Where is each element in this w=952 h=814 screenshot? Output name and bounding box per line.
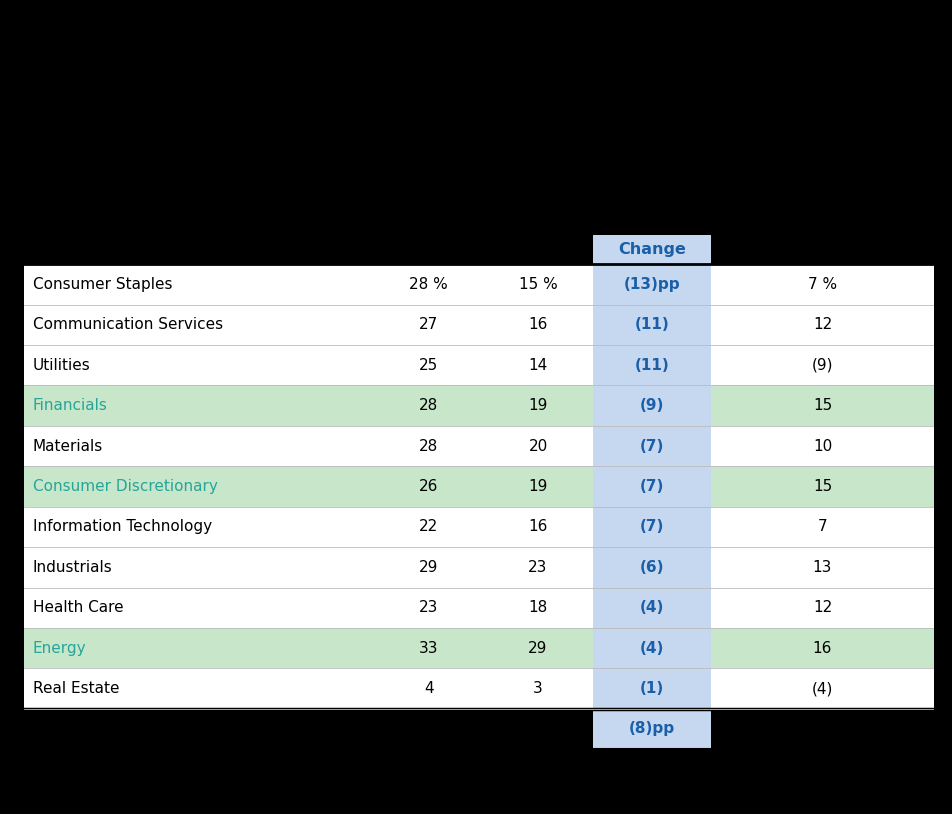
Text: 13: 13 (812, 560, 831, 575)
Text: TCJA: TCJA (407, 243, 449, 257)
Bar (24, 385, 933, 426)
Text: 15: 15 (812, 398, 831, 413)
Text: Communication Services: Communication Services (33, 317, 223, 332)
Text: (4): (4) (639, 641, 664, 655)
Bar (592, 668, 710, 709)
Text: (13)pp: (13)pp (623, 277, 680, 292)
Text: 16: 16 (812, 641, 831, 655)
Text: 26 %: 26 % (407, 721, 449, 737)
Text: Before: Before (398, 227, 458, 243)
Text: Information Technology: Information Technology (33, 519, 212, 534)
Text: 20: 20 (527, 439, 547, 453)
Text: Financials: Financials (33, 398, 108, 413)
Bar (592, 304, 710, 345)
Text: 19: 19 (527, 479, 547, 494)
Text: 29: 29 (527, 641, 547, 655)
Text: 22: 22 (419, 519, 438, 534)
Text: 15: 15 (812, 479, 831, 494)
Text: 23: 23 (527, 560, 547, 575)
Bar (592, 426, 710, 466)
Bar (592, 466, 710, 506)
Bar (592, 588, 710, 628)
Bar (24, 668, 933, 709)
Bar (592, 709, 710, 749)
Text: Energy: Energy (33, 641, 87, 655)
Bar (592, 235, 710, 264)
Text: Two-month
return around
TCJA: Two-month return around TCJA (758, 199, 885, 254)
Text: Consumer Staples: Consumer Staples (33, 277, 172, 292)
Text: Effective tax rate: Effective tax rate (464, 206, 621, 221)
Text: S&P 500: S&P 500 (33, 721, 106, 737)
Text: (1): (1) (639, 681, 664, 696)
Text: 7 %: 7 % (807, 277, 836, 292)
Text: (9): (9) (639, 398, 664, 413)
Text: 15 %: 15 % (518, 277, 557, 292)
Text: 29: 29 (419, 560, 438, 575)
Bar (24, 426, 933, 466)
Text: 14: 14 (527, 357, 547, 373)
Text: Change: Change (617, 243, 685, 257)
Text: (6): (6) (639, 560, 664, 575)
Bar (24, 345, 933, 385)
Text: 28: 28 (419, 398, 438, 413)
Text: 12: 12 (812, 600, 831, 615)
Text: (11): (11) (634, 317, 668, 332)
Text: 28 %: 28 % (409, 277, 447, 292)
Text: 23: 23 (419, 600, 438, 615)
Bar (24, 628, 933, 668)
Bar (592, 506, 710, 547)
Text: (4): (4) (811, 681, 832, 696)
Text: Real Estate: Real Estate (33, 681, 119, 696)
Text: (4): (4) (639, 600, 664, 615)
Text: 7: 7 (817, 519, 826, 534)
Bar (24, 304, 933, 345)
Bar (592, 628, 710, 668)
Text: (7): (7) (639, 439, 664, 453)
Text: Utilities: Utilities (33, 357, 90, 373)
Text: 26: 26 (419, 479, 438, 494)
Text: 12: 12 (812, 317, 831, 332)
Text: Health Care: Health Care (33, 600, 124, 615)
Bar (24, 466, 933, 506)
Text: 10: 10 (812, 439, 831, 453)
Text: (7): (7) (639, 479, 664, 494)
Text: After: After (514, 227, 561, 243)
Text: Consumer Discretionary: Consumer Discretionary (33, 479, 218, 494)
Text: Sector: Sector (33, 243, 91, 257)
Bar (592, 547, 710, 588)
Text: Source: Compustat, FactSet, Goldman Sachs Global Investment Research: Source: Compustat, FactSet, Goldman Sach… (33, 767, 521, 780)
Text: 25: 25 (419, 357, 438, 373)
Bar (592, 264, 710, 304)
Bar (592, 345, 710, 385)
Text: 10 %: 10 % (801, 721, 843, 737)
Text: TCJA: TCJA (517, 243, 558, 257)
Bar (24, 264, 933, 304)
Text: Industrials: Industrials (33, 560, 112, 575)
Text: 4: 4 (424, 681, 433, 696)
Text: 18 %: 18 % (517, 721, 558, 737)
Text: 33: 33 (419, 641, 438, 655)
Text: 19: 19 (527, 398, 547, 413)
Text: (11): (11) (634, 357, 668, 373)
Text: 18: 18 (527, 600, 547, 615)
Text: 27: 27 (419, 317, 438, 332)
Bar (24, 588, 933, 628)
Text: 28: 28 (419, 439, 438, 453)
Text: 16: 16 (527, 519, 547, 534)
Text: 3: 3 (532, 681, 543, 696)
Bar (24, 506, 933, 547)
Bar (24, 547, 933, 588)
Text: 16: 16 (527, 317, 547, 332)
Text: Materials: Materials (33, 439, 103, 453)
Text: (9): (9) (811, 357, 832, 373)
Text: (8)pp: (8)pp (628, 721, 674, 737)
Text: (7): (7) (639, 519, 664, 534)
Bar (592, 385, 710, 426)
